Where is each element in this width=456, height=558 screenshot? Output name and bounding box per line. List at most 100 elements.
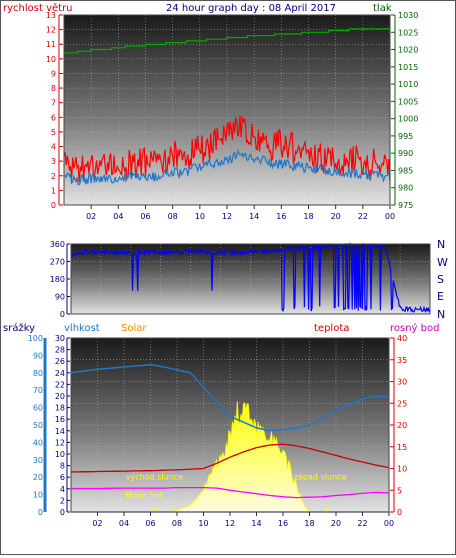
humidity-series	[70, 363, 390, 432]
wind-time-axis: 02 04 06 08 10 12 14 16 18 20 22 00	[86, 205, 395, 221]
humidity-axis-tick-label: 18	[55, 404, 65, 413]
temperature-time-tick-label: 20	[331, 519, 341, 528]
wind-time-tick-label: 22	[358, 212, 368, 221]
wind-axis-tick-label: 10	[46, 55, 56, 64]
pressure-series	[64, 28, 390, 54]
wind-time-tick-label: 00	[385, 212, 395, 221]
pressure-axis-tick-label: 985	[398, 166, 413, 175]
humidity-axis-tick-label: 16	[55, 415, 65, 424]
temperature-time-tick-label: 16	[278, 519, 288, 528]
rain-axis-tick-label: 50	[33, 421, 43, 430]
temperature-axis-tick-label: 30	[397, 378, 407, 387]
pressure-axis-tick-label: 1030	[398, 11, 418, 20]
pressure-axis-tick-label: 990	[398, 149, 413, 158]
wind-time-tick-label: 14	[249, 212, 259, 221]
temperature-axis-tick-label: 20	[397, 421, 407, 430]
sun-moon-annotation: východ slunce	[126, 472, 183, 481]
solar-axis-title: Solar	[121, 323, 147, 334]
sun-moon-annotation: západ slunce	[294, 472, 347, 481]
wind-time-tick-label: 02	[86, 212, 96, 221]
humidity-axis-tick-label: 24	[55, 369, 65, 378]
rain-axis-tick-label: 40	[33, 438, 43, 447]
wind-time-tick-label: 12	[222, 212, 232, 221]
wind-time-tick-label: 16	[276, 212, 286, 221]
temperature-series	[70, 443, 390, 473]
humidity-axis-tick-label: 20	[55, 392, 65, 401]
wind-time-tick-label: 20	[331, 212, 341, 221]
rain-axis-tick-label: 70	[33, 386, 43, 395]
wind-grid	[64, 14, 391, 206]
wind-plot-area	[64, 15, 390, 205]
temperature-time-tick-label: 14	[251, 519, 261, 528]
direction-axis-tick-label: 0	[60, 310, 65, 319]
pressure-axis-tick-label: 975	[398, 201, 413, 210]
temperature-time-tick-label: 08	[172, 519, 182, 528]
humidity-axis-tick-label: 26	[55, 357, 65, 366]
temperature-time-tick-label: 22	[357, 519, 367, 528]
temperature-time-axis: 02 04 06 08 10 12 14 16 18 20 22 00	[92, 512, 394, 528]
temperature-time-tick-label: 00	[384, 519, 394, 528]
humidity-axis-tick-label: 28	[55, 346, 65, 355]
temperature-axis-tick-label: 25	[397, 399, 407, 408]
temperature-axis-tick-label: 0	[397, 508, 402, 517]
humidity-axis-tick-label: 10	[55, 450, 65, 459]
wind-axis-tick-label: 8	[51, 84, 56, 93]
humidity-axis-tick-label: 4	[60, 485, 65, 494]
wind-pressure-series	[63, 28, 391, 186]
temperature-axis: 0 5 10 15 20 25 30 35 40	[390, 334, 407, 517]
wind-time-tick-label: 10	[195, 212, 205, 221]
compass-label: W	[437, 256, 448, 269]
wind-axis-tick-label: 1	[51, 186, 56, 195]
temperature-annotations: východ slunce západ slunce Moon Set	[125, 472, 346, 500]
wind-axis-tick-label: 7	[51, 99, 56, 108]
humidity-axis-tick-label: 6	[60, 473, 65, 482]
wind-axis-tick-label: 12	[46, 26, 56, 35]
wind-time-tick-label: 08	[168, 212, 178, 221]
compass-label: N	[437, 308, 445, 321]
wind-axis-tick-label: 3	[51, 157, 56, 166]
wind-axis-tick-label: 5	[51, 128, 56, 137]
dewpoint-axis-title: rosný bod	[390, 322, 439, 334]
pressure-axis-tick-label: 995	[398, 132, 413, 141]
wind-average-series	[63, 148, 391, 186]
humidity-axis-tick-label: 30	[55, 334, 65, 343]
wind-axis-tick-label: 4	[51, 143, 56, 152]
humidity-axis-tick-label: 12	[55, 438, 65, 447]
wind-time-tick-label: 04	[113, 212, 123, 221]
pressure-axis-tick-label: 1015	[398, 63, 418, 72]
humidity-axis-tick-label: 22	[55, 380, 65, 389]
direction-axis-tick-label: 90	[55, 293, 65, 302]
temperature-axis-tick-label: 5	[397, 486, 402, 495]
wind-axis-tick-label: 0	[51, 201, 56, 210]
direction-axis-tick-label: 360	[50, 240, 65, 249]
sun-moon-annotation: Moon Set	[125, 491, 162, 500]
wind-time-tick-label: 06	[140, 212, 150, 221]
rain-axis-title: srážky	[3, 322, 35, 334]
temperature-axis-tick-label: 15	[397, 443, 407, 452]
wind-gust-series	[63, 115, 391, 183]
rain-axis-tick-label: 80	[33, 369, 43, 378]
wind-axis-title: rychlost větru	[3, 2, 73, 14]
direction-degree-axis: 0 90 180 270 360	[50, 240, 70, 319]
wind-time-tick-label: 18	[303, 212, 313, 221]
direction-plot-border	[70, 243, 431, 315]
temperature-axis-tick-label: 10	[397, 465, 407, 474]
humidity-axis-tick-label: 0	[60, 508, 65, 517]
wind-axis-tick-label: 13	[46, 11, 56, 20]
pressure-axis-tick-label: 1010	[398, 80, 418, 89]
temperature-time-tick-label: 06	[145, 519, 155, 528]
rain-axis: 0 10 20 30 40 50 60 70 80 90 100	[28, 334, 47, 517]
humidity-axis-title: vlhkost	[64, 323, 100, 334]
rain-axis-tick-label: 100	[28, 334, 43, 343]
dewpoint-series	[71, 486, 390, 499]
wind-axis-tick-label: 9	[51, 69, 56, 78]
wind-axis-tick-label: 6	[51, 113, 56, 122]
humidity-axis-tick-label: 8	[60, 462, 65, 471]
pressure-axis: 975 980 985 990 995 1000 1005 1010 1015 1020 1025 1…	[391, 11, 418, 210]
rain-axis-tick-label: 10	[33, 491, 43, 500]
